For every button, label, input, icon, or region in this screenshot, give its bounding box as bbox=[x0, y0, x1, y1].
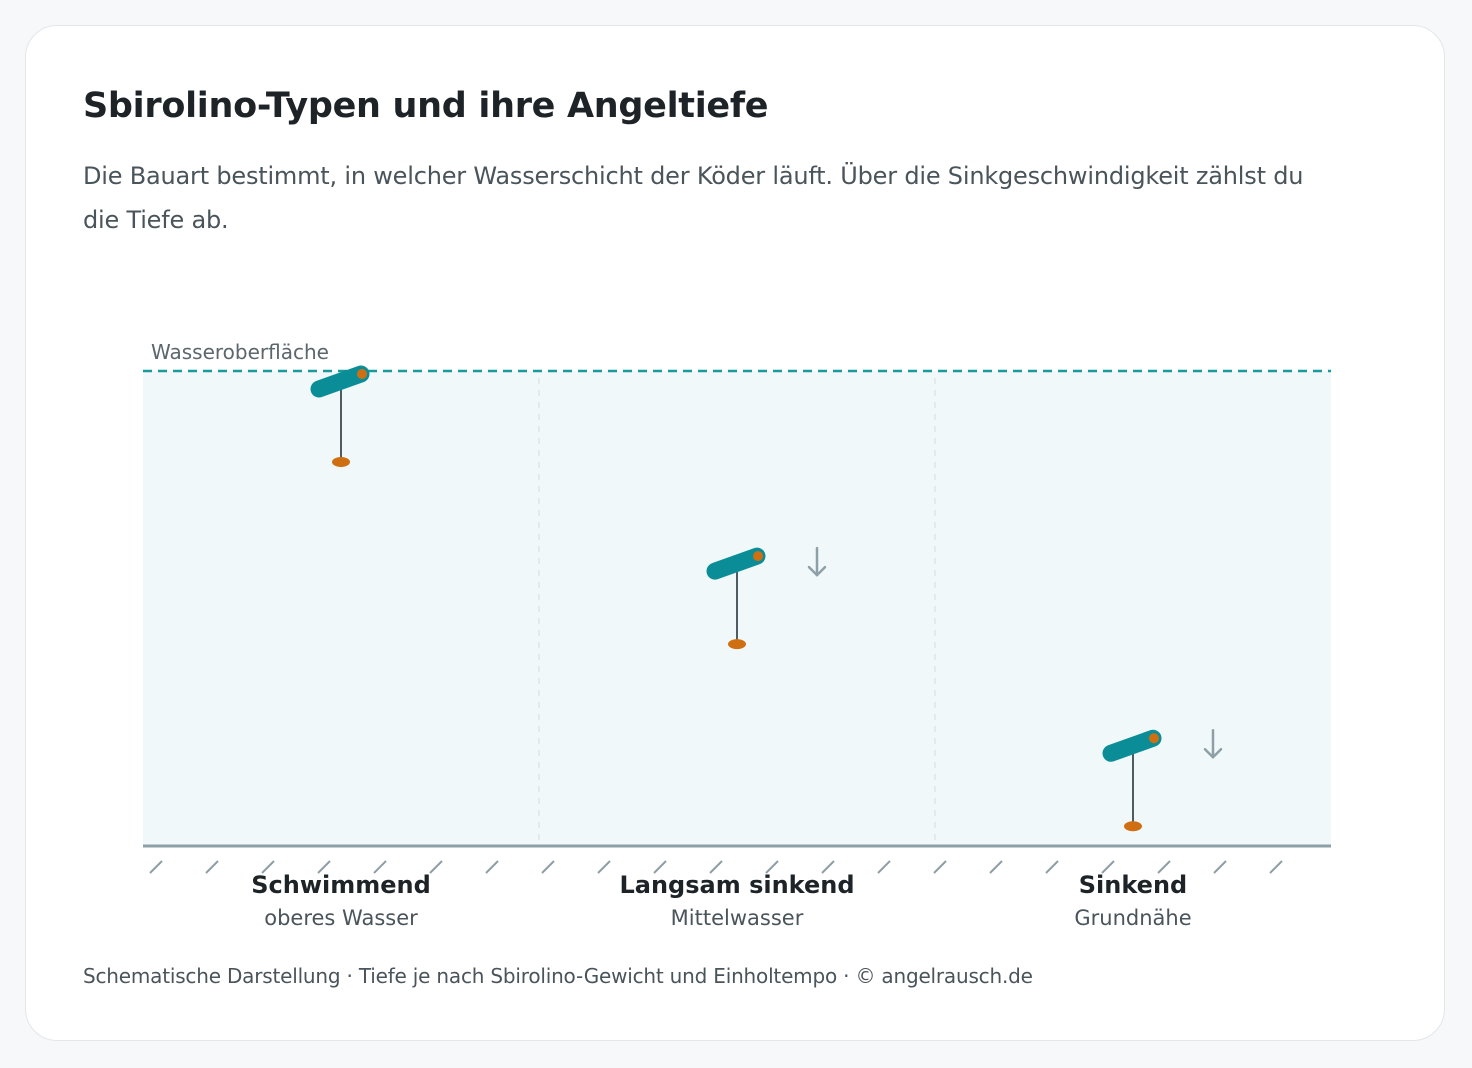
sbirolino-column: Langsam sinkend Mittelwasser bbox=[619, 546, 855, 930]
ground-hatch-mark bbox=[429, 860, 443, 874]
sbirolino-float-icon bbox=[310, 365, 370, 398]
sbirolino-float-icon bbox=[1102, 729, 1162, 762]
ground-hatch-mark bbox=[653, 860, 667, 874]
sbirolino-column: Sinkend Grundnähe bbox=[1074, 729, 1223, 930]
info-card: Sbirolino-Typen und ihre Angeltiefe Die … bbox=[25, 25, 1445, 1041]
depth-diagram: Wasseroberfläche Schwimmend oberes Wasser… bbox=[143, 340, 1331, 930]
column-subtitle: oberes Wasser bbox=[264, 906, 418, 930]
lure-icon bbox=[332, 457, 350, 467]
ground-hatch-mark bbox=[1269, 860, 1283, 874]
ground-hatch-mark bbox=[1213, 860, 1227, 874]
page-subtitle: Die Bauart bestimmt, in welcher Wassersc… bbox=[83, 162, 1304, 234]
ground-hatch-mark bbox=[373, 860, 387, 874]
footer-caption: Schematische Darstellung · Tiefe je nach… bbox=[83, 964, 1033, 988]
column-subtitle: Grundnähe bbox=[1074, 906, 1191, 930]
ground-hatch-mark bbox=[989, 860, 1003, 874]
arrow-head bbox=[1203, 748, 1223, 759]
lure-icon bbox=[728, 639, 746, 650]
float-tip-dot bbox=[753, 551, 763, 562]
ground-hatch-mark bbox=[205, 860, 219, 874]
arrow-down-icon bbox=[1203, 729, 1223, 759]
column-title: Sinkend bbox=[1079, 871, 1187, 899]
ground-hatch-mark bbox=[597, 860, 611, 874]
surface-label: Wasseroberfläche bbox=[151, 340, 329, 364]
sbirolino-column: Schwimmend oberes Wasser bbox=[251, 365, 431, 930]
ground-hatch-mark bbox=[149, 860, 163, 874]
page-title: Sbirolino-Typen und ihre Angeltiefe bbox=[83, 86, 769, 126]
arrow-down-icon bbox=[807, 546, 827, 577]
lure-icon bbox=[1124, 821, 1142, 832]
ground-hatch-mark bbox=[261, 860, 275, 874]
column-title: Langsam sinkend bbox=[619, 871, 854, 899]
float-tip-dot bbox=[1149, 733, 1159, 744]
sbirolino-columns: Schwimmend oberes Wasser Langsam sinkend Mi… bbox=[251, 365, 1223, 930]
arrow-head bbox=[807, 565, 827, 577]
ground-hatch-mark bbox=[821, 860, 835, 874]
column-subtitle: Mittelwasser bbox=[671, 906, 804, 930]
ground-hatch-mark bbox=[1157, 860, 1171, 874]
ground-hatch-mark bbox=[541, 860, 555, 874]
ground-hatch-mark bbox=[1045, 860, 1059, 874]
ground-hatch bbox=[149, 860, 1283, 874]
float-tip-dot bbox=[357, 369, 367, 379]
ground-hatch-mark bbox=[877, 860, 891, 874]
ground-hatch-mark bbox=[933, 860, 947, 874]
ground-hatch-mark bbox=[765, 860, 779, 874]
ground-hatch-mark bbox=[709, 860, 723, 874]
ground-hatch-mark bbox=[317, 860, 331, 874]
sbirolino-float-icon bbox=[706, 547, 766, 580]
column-title: Schwimmend bbox=[251, 871, 431, 899]
ground-hatch-mark bbox=[1101, 860, 1115, 874]
ground-hatch-mark bbox=[485, 860, 499, 874]
